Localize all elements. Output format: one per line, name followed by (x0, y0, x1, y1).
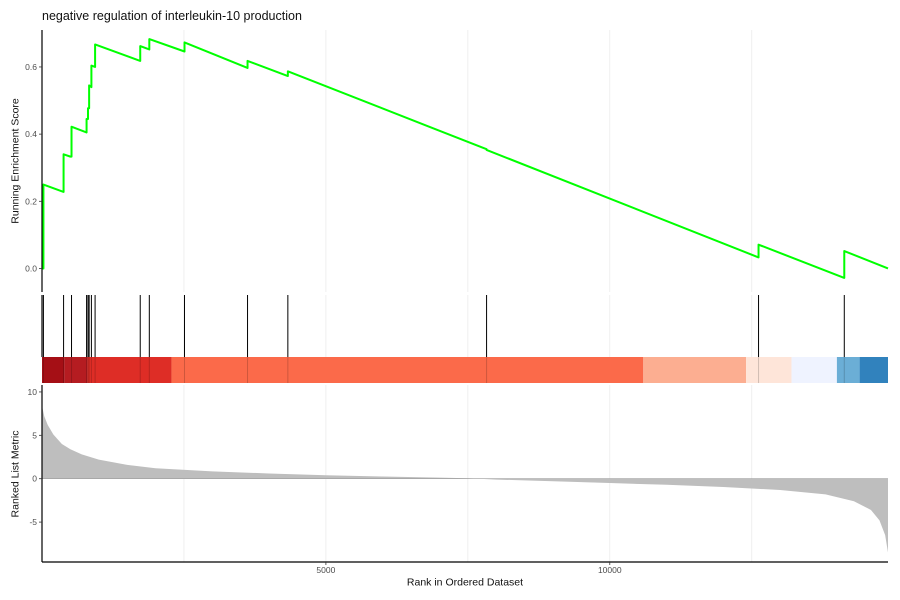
es-y-axis-label: Running Enrichment Score (10, 98, 22, 224)
color-bar-segment (64, 357, 88, 383)
x-tick-label: 5000 (316, 565, 335, 575)
color-bar-segment (791, 357, 837, 383)
ranked-metric-area (42, 405, 888, 553)
color-bar (42, 357, 888, 383)
color-bar-segment (171, 357, 644, 383)
metric-y-tick-label: -5 (29, 517, 37, 527)
color-bar-segment (643, 357, 747, 383)
es-y-tick-label: 0.2 (25, 196, 37, 206)
running-es-curve (42, 38, 889, 279)
color-bar-segment (836, 357, 860, 383)
chart-title: negative regulation of interleukin-10 pr… (42, 9, 302, 23)
color-bar-segment (746, 357, 792, 383)
axes: Rank in Ordered Dataset Running Enrichme… (10, 30, 888, 589)
x-axis-label: Rank in Ordered Dataset (407, 577, 523, 589)
hit-lines (42, 295, 845, 383)
color-bar-segment (42, 357, 65, 383)
color-bar-segment (87, 357, 172, 383)
es-y-tick-label: 0.6 (25, 62, 37, 72)
color-bar-segment (859, 357, 888, 383)
metric-y-tick-label: 5 (32, 430, 37, 440)
metric-y-tick-label: 0 (32, 474, 37, 484)
es-y-tick-label: 0.4 (25, 129, 37, 139)
grid-lines (183, 30, 753, 562)
metric-y-axis-label: Ranked List Metric (10, 431, 22, 518)
running-es-line (42, 38, 889, 279)
es-y-tick-label: 0.0 (25, 263, 37, 273)
x-tick-label: 10000 (598, 565, 622, 575)
ranked-metric-fill (42, 405, 888, 553)
metric-y-tick-label: 10 (28, 387, 38, 397)
